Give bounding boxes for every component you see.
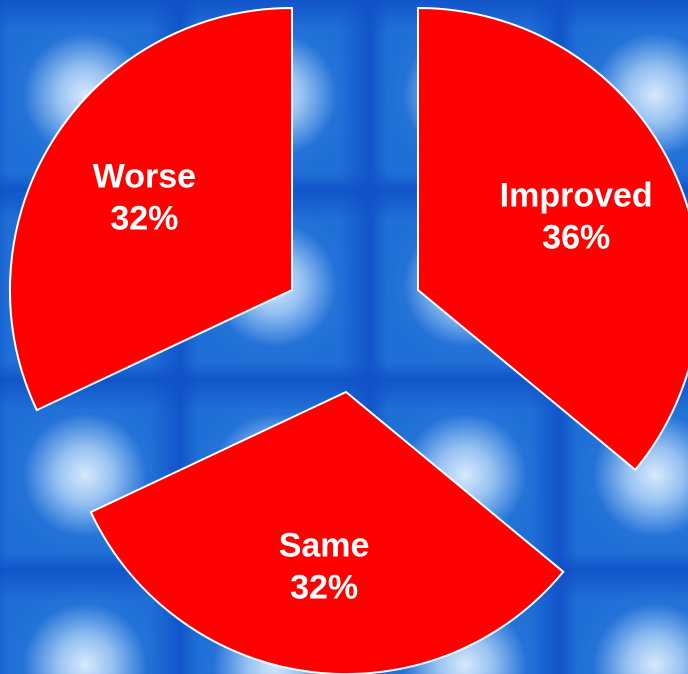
pie-slice-same: [89, 390, 565, 674]
slice-percent-improved: 36%: [542, 219, 610, 257]
slice-percent-same: 32%: [290, 569, 358, 607]
slice-label-same: Same: [279, 527, 370, 565]
slice-label-worse: Worse: [93, 157, 196, 195]
pie-slice-worse: [8, 6, 293, 412]
slice-label-improved: Improved: [500, 177, 653, 215]
pie-slice-improved: [417, 6, 688, 472]
slice-percent-worse: 32%: [110, 199, 178, 237]
